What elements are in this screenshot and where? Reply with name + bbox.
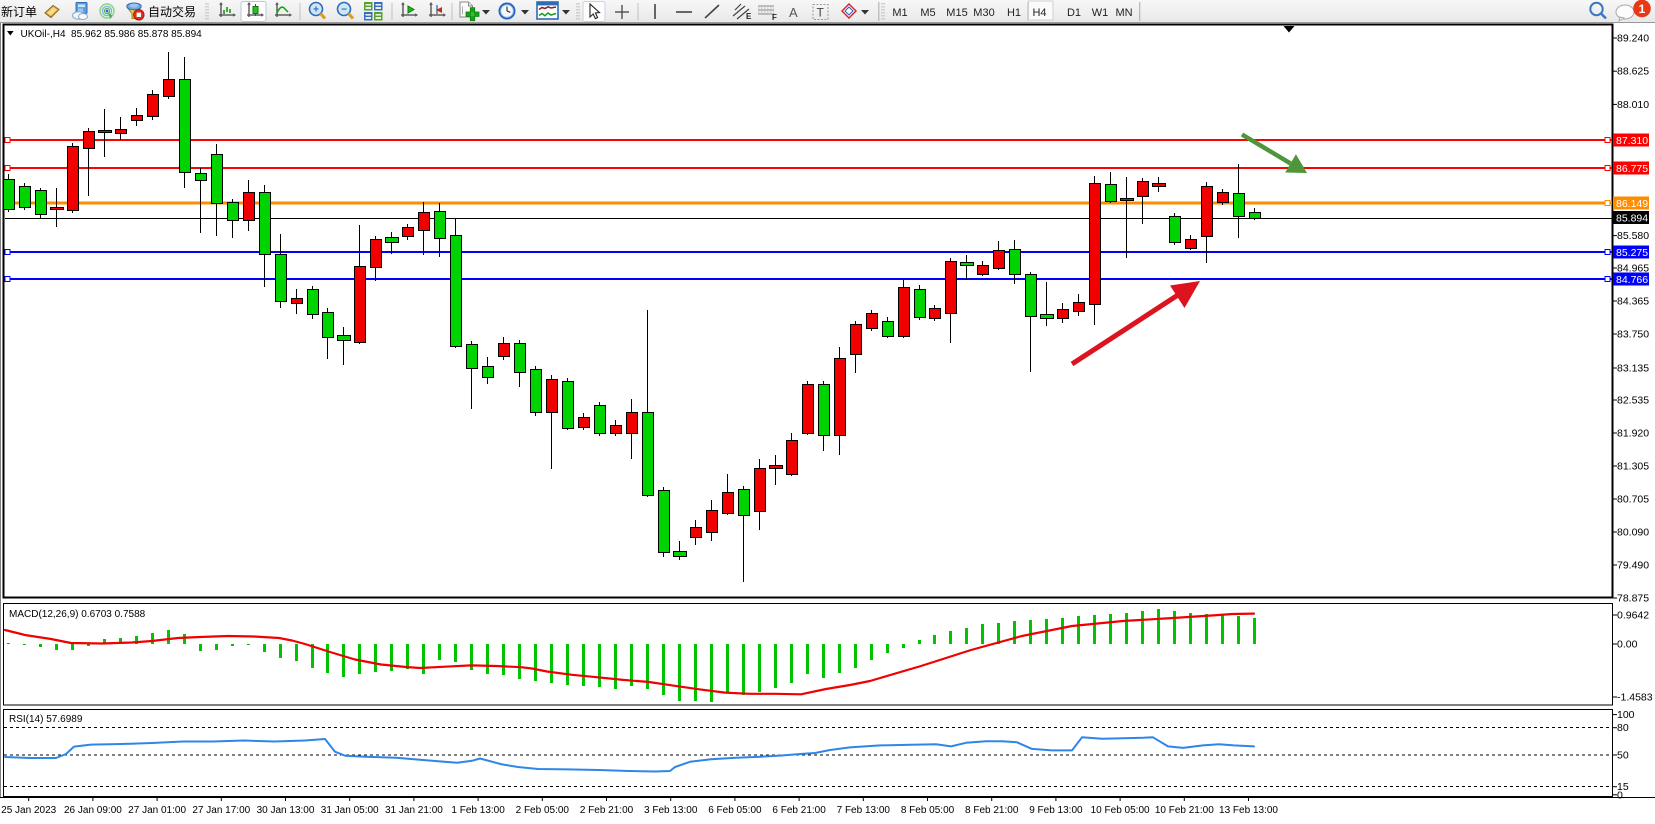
svg-text:13 Feb 13:00: 13 Feb 13:00 (1219, 805, 1278, 816)
svg-text:85.894: 85.894 (1616, 213, 1648, 225)
svg-text:自动交易: 自动交易 (148, 4, 196, 19)
svg-text:82.535: 82.535 (1617, 395, 1649, 407)
svg-text:27 Jan 17:00: 27 Jan 17:00 (192, 805, 250, 816)
svg-text:26 Jan 09:00: 26 Jan 09:00 (64, 805, 122, 816)
svg-text:H4: H4 (1032, 7, 1046, 19)
svg-text:2 Feb 21:00: 2 Feb 21:00 (580, 805, 634, 816)
svg-text:83.750: 83.750 (1617, 329, 1649, 341)
svg-text:D1: D1 (1067, 7, 1081, 19)
svg-text:W1: W1 (1092, 7, 1109, 19)
svg-text:M5: M5 (920, 7, 935, 19)
svg-text:30 Jan 13:00: 30 Jan 13:00 (257, 805, 315, 816)
svg-text:83.135: 83.135 (1617, 363, 1649, 375)
svg-text:84.965: 84.965 (1617, 263, 1649, 275)
svg-text:2 Feb 05:00: 2 Feb 05:00 (516, 805, 570, 816)
svg-text:31 Jan 05:00: 31 Jan 05:00 (321, 805, 379, 816)
svg-text:7 Feb 13:00: 7 Feb 13:00 (837, 805, 891, 816)
svg-text:MACD(12,26,9) 0.6703 0.7588: MACD(12,26,9) 0.6703 0.7588 (9, 609, 146, 620)
svg-text:87.310: 87.310 (1616, 135, 1648, 147)
svg-text:79.490: 79.490 (1617, 560, 1649, 572)
svg-text:25 Jan 2023: 25 Jan 2023 (1, 805, 56, 816)
svg-text:M15: M15 (946, 7, 967, 19)
svg-text:100: 100 (1617, 709, 1635, 721)
svg-text:9 Feb 13:00: 9 Feb 13:00 (1029, 805, 1083, 816)
svg-text:86.149: 86.149 (1616, 198, 1648, 210)
svg-text:84.365: 84.365 (1617, 296, 1649, 308)
svg-text:6 Feb 05:00: 6 Feb 05:00 (708, 805, 762, 816)
svg-text:M30: M30 (973, 7, 994, 19)
svg-text:-1.4583: -1.4583 (1617, 692, 1653, 704)
svg-text:88.625: 88.625 (1617, 66, 1649, 78)
svg-text:0.9642: 0.9642 (1617, 610, 1649, 622)
svg-text:MN: MN (1115, 7, 1132, 19)
svg-text:10 Feb 05:00: 10 Feb 05:00 (1091, 805, 1150, 816)
svg-text:80.090: 80.090 (1617, 527, 1649, 539)
svg-text:UKOil-,H4 85.962 85.986 85.87: UKOil-,H4 85.962 85.986 85.878 85.894 (21, 29, 203, 40)
svg-text:31 Jan 21:00: 31 Jan 21:00 (385, 805, 443, 816)
svg-text:81.305: 81.305 (1617, 461, 1649, 473)
svg-text:1 Feb 13:00: 1 Feb 13:00 (451, 805, 505, 816)
svg-text:85.275: 85.275 (1616, 247, 1648, 259)
svg-text:8 Feb 05:00: 8 Feb 05:00 (901, 805, 955, 816)
svg-text:3 Feb 13:00: 3 Feb 13:00 (644, 805, 698, 816)
svg-text:新订单: 新订单 (1, 4, 37, 19)
svg-text:15: 15 (1617, 781, 1629, 793)
svg-text:8 Feb 21:00: 8 Feb 21:00 (965, 805, 1019, 816)
svg-text:1: 1 (1639, 2, 1646, 16)
svg-text:0: 0 (1617, 789, 1623, 801)
svg-text:0.00: 0.00 (1617, 639, 1638, 651)
svg-text:89.240: 89.240 (1617, 33, 1649, 45)
svg-text:E: E (746, 12, 752, 21)
svg-text:+: + (313, 5, 319, 16)
svg-text:27 Jan 01:00: 27 Jan 01:00 (128, 805, 186, 816)
svg-text:10 Feb 21:00: 10 Feb 21:00 (1155, 805, 1214, 816)
svg-text:T: T (817, 6, 825, 20)
svg-text:6 Feb 21:00: 6 Feb 21:00 (772, 805, 826, 816)
svg-text:86.775: 86.775 (1616, 163, 1648, 175)
svg-text:H1: H1 (1007, 7, 1021, 19)
svg-text:88.010: 88.010 (1617, 99, 1649, 111)
svg-text:78.875: 78.875 (1617, 593, 1649, 605)
svg-text:81.920: 81.920 (1617, 428, 1649, 440)
svg-text:80.705: 80.705 (1617, 494, 1649, 506)
svg-text:−: − (341, 5, 347, 16)
svg-text:50: 50 (1617, 750, 1629, 762)
svg-text:F: F (772, 13, 777, 22)
svg-text:M1: M1 (892, 7, 907, 19)
svg-text:A: A (789, 5, 798, 20)
svg-text:84.766: 84.766 (1616, 274, 1648, 286)
svg-text:85.580: 85.580 (1617, 230, 1649, 242)
svg-text:80: 80 (1617, 722, 1629, 734)
svg-text:RSI(14) 57.6989: RSI(14) 57.6989 (9, 714, 83, 725)
